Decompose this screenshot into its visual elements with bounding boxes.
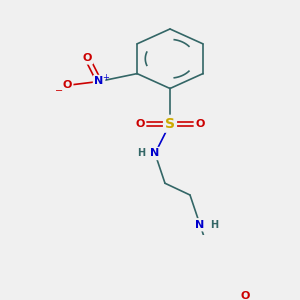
Text: O: O xyxy=(195,119,205,129)
Text: O: O xyxy=(135,119,145,129)
Text: H: H xyxy=(210,220,218,230)
Text: N: N xyxy=(94,76,104,86)
Text: S: S xyxy=(165,117,175,131)
Text: N: N xyxy=(150,148,160,158)
Text: H: H xyxy=(137,148,145,158)
Text: O: O xyxy=(240,291,250,300)
Text: +: + xyxy=(103,73,110,82)
Text: N: N xyxy=(195,220,205,230)
Text: −: − xyxy=(55,86,63,96)
Text: O: O xyxy=(62,80,72,90)
Text: O: O xyxy=(82,53,92,63)
